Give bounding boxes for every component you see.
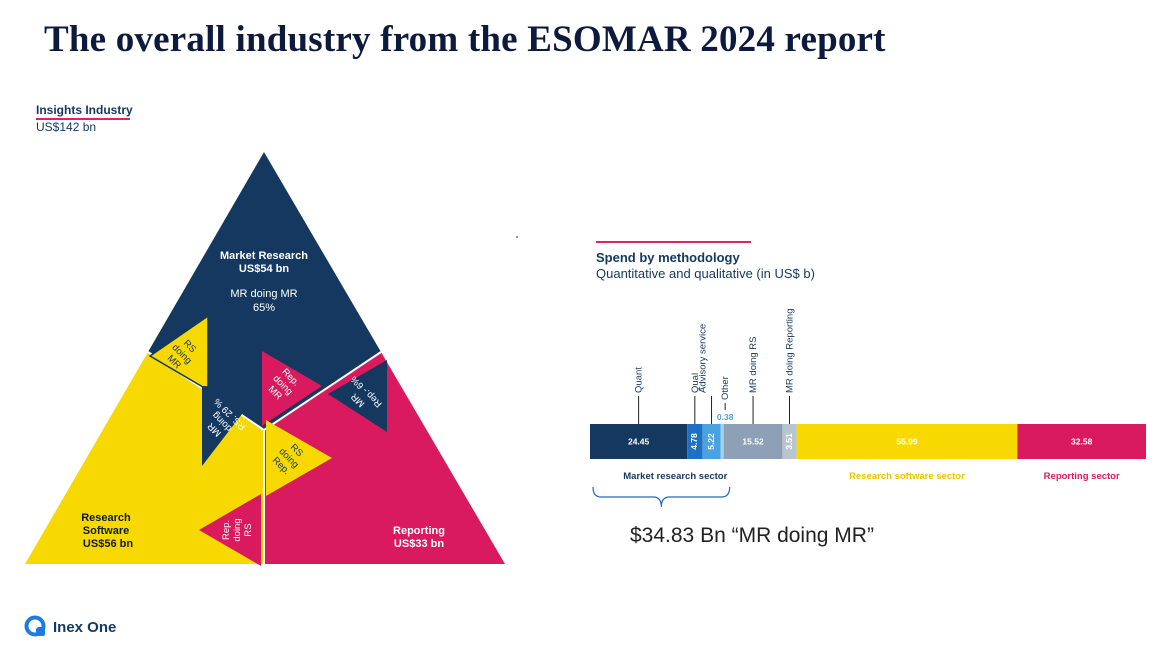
sector-label-research-software-sector: Research software sector	[849, 471, 965, 482]
bar-segment-advisory-service	[702, 424, 721, 459]
bar-segment-qual	[687, 424, 703, 459]
industry-pyramid: Market Research US$54 bn MR doing MR 65%…	[25, 152, 505, 566]
value-label-advisory-service: 5.22	[706, 433, 716, 450]
svg-text:RS: RS	[243, 523, 254, 536]
mr-value: US$54 bn	[239, 263, 289, 275]
spend-title-underline	[596, 241, 751, 243]
sector-label-market-research-sector: Market research sector	[623, 471, 727, 482]
value-label-qual: 4.78	[689, 433, 699, 450]
rs-doing-rep-triangle	[266, 420, 332, 496]
value-label-quant: 24.45	[628, 437, 650, 447]
bar-segment-reporting-sector	[1017, 424, 1146, 459]
mr-sub: MR doing MR	[230, 288, 297, 300]
reporting-segment	[264, 352, 505, 564]
category-label-mr-doing-rs: MR doing RS	[748, 337, 759, 394]
mr-doing-mr-brace	[592, 486, 731, 508]
category-label-other: Other	[720, 376, 731, 400]
bar-segment-mr-doing-rs	[723, 424, 783, 459]
rs-line1: Research	[81, 512, 131, 524]
value-label-reporting-sector: 32.58	[1071, 437, 1093, 447]
rep-doing-mr-label: Rep. doing MR	[266, 367, 302, 403]
bar-segment-mr-doing-reporting	[782, 424, 797, 459]
insights-industry-total: US$142 bn	[36, 120, 97, 134]
market-research-segment	[148, 152, 381, 352]
insights-label-underline	[36, 118, 130, 120]
rep-doing-rs-label: Rep. doing RS	[221, 518, 254, 541]
insights-industry-label: Insights Industry	[36, 103, 133, 117]
stray-dot	[516, 236, 518, 238]
rs-doing-rep-label: RS doing Rep.	[270, 442, 305, 477]
mr-pct: 65%	[253, 302, 275, 314]
spend-bar-chart: 24.45 4.78 5.22 0.38 15.52 3.51 55.99 32.58 Quan…	[590, 309, 1146, 508]
sector-label-reporting-sector: Reporting sector	[1044, 471, 1120, 482]
spend-subtitle: Quantitative and qualitative (in US$ b)	[596, 266, 815, 281]
rs-doing-mr-triangle	[148, 314, 209, 392]
spend-title: Spend by methodology	[596, 250, 740, 265]
divider-right	[263, 351, 382, 431]
rep-doing-mr-triangle	[262, 351, 322, 426]
category-label-qual: Qual	[690, 373, 701, 393]
reporting-value: US$33 bn	[394, 538, 444, 550]
slide-title: The overall industry from the ESOMAR 202…	[44, 19, 886, 60]
bar-segment-research-software-sector	[796, 424, 1018, 459]
value-label-mr-doing-reporting: 3.51	[784, 433, 794, 450]
rs-value: US$56 bn	[83, 538, 133, 550]
category-label-mr-doing-reporting: MR doing Reporting	[785, 309, 796, 394]
bar-segment-other	[720, 424, 724, 459]
mr-rep-triangle	[328, 360, 387, 432]
brand-logo: Inex One	[24, 614, 116, 640]
category-label-advisory-service: Advisory service	[698, 324, 709, 393]
mr-doing-mr-callout: $34.83 Bn “MR doing MR”	[630, 524, 874, 547]
brand-logo-icon	[24, 615, 46, 637]
value-label-other: 0.38	[717, 412, 734, 422]
brand-name: Inex One	[53, 618, 117, 636]
category-label-quant: Quant	[634, 367, 645, 393]
rep-doing-rs-triangle	[199, 494, 261, 566]
mr-name: Market Research	[220, 250, 308, 262]
svg-text:doing: doing	[232, 518, 243, 541]
value-label-research-software-sector: 55.99	[896, 437, 918, 447]
bar-segment-quant	[590, 424, 688, 459]
svg-text:Rep.: Rep.	[221, 520, 232, 540]
value-label-mr-doing-rs: 15.52	[742, 437, 764, 447]
reporting-name: Reporting	[393, 525, 445, 537]
rs-line2: Software	[83, 525, 129, 537]
mr-doing-rs-triangle	[202, 386, 262, 466]
